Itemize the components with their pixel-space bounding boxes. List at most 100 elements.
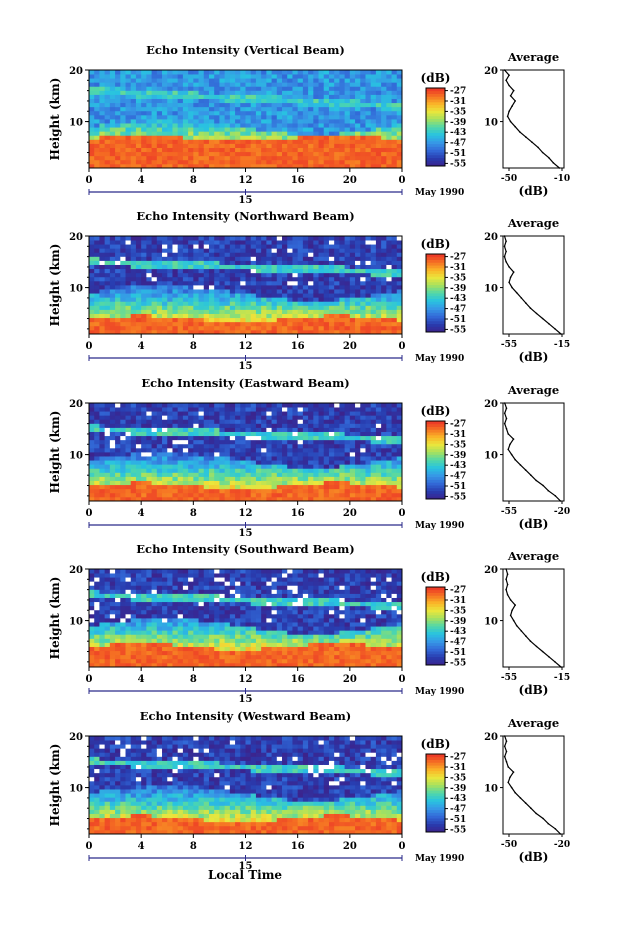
heatmap-cell	[396, 484, 403, 490]
heatmap-cell	[156, 70, 163, 75]
heatmap-cell	[386, 86, 392, 91]
heatmap-cell	[229, 435, 236, 441]
heatmap-cell	[151, 492, 158, 498]
heatmap-cell	[360, 248, 366, 253]
heatmap-cell	[370, 252, 377, 257]
colorbar-tick-label: -43	[450, 461, 466, 471]
heatmap-cell	[208, 159, 215, 165]
heatmap-cell	[245, 240, 252, 245]
heatmap-cell	[125, 135, 132, 140]
panel-4: Echo Intensity (Southward Beam)1020Heigh…	[48, 542, 570, 705]
heatmap-cell	[323, 90, 330, 95]
heatmap-cell	[375, 98, 382, 104]
heatmap-cell	[323, 403, 330, 408]
heatmap-cell	[235, 110, 241, 116]
heatmap-cell	[214, 276, 220, 282]
heatmap-cell	[94, 464, 100, 469]
heatmap-cell	[99, 662, 106, 668]
profile-point	[541, 317, 544, 320]
heatmap-cell	[120, 411, 126, 416]
heatmap-cell	[396, 94, 403, 99]
heatmap-cell	[115, 321, 121, 327]
heatmap-cell	[104, 297, 111, 302]
heatmap-cell	[120, 297, 126, 302]
heatmap-cell	[198, 411, 205, 416]
heatmap-cell	[99, 585, 106, 590]
heatmap-cell	[282, 419, 288, 424]
heatmap-cell	[99, 268, 106, 274]
heatmap-cell	[130, 131, 137, 136]
heatmap-cell	[355, 276, 361, 282]
heatmap-cell	[156, 411, 163, 416]
heatmap-cell	[381, 468, 387, 473]
heatmap-cell	[146, 431, 152, 437]
heatmap-cell	[146, 256, 152, 261]
heatmap-cell	[99, 74, 106, 79]
heatmap-cell	[308, 114, 314, 120]
heatmap-cell	[365, 305, 372, 310]
heatmap-cell	[318, 163, 325, 169]
heatmap-cell	[162, 139, 168, 144]
heatmap-cell	[261, 496, 267, 502]
heatmap-cell	[182, 427, 189, 432]
heatmap-cell	[89, 280, 95, 286]
heatmap-cell	[135, 415, 142, 420]
heatmap-cell	[245, 94, 252, 99]
heatmap-cell	[219, 155, 226, 161]
heatmap-cell	[302, 476, 309, 481]
heatmap-cell	[94, 472, 100, 477]
heatmap-cell	[355, 264, 361, 270]
heatmap-cell	[89, 415, 95, 420]
heatmap-cell	[193, 240, 199, 245]
heatmap-cell	[391, 123, 398, 128]
heatmap-cell	[381, 252, 387, 257]
heatmap-cell	[89, 114, 95, 120]
heatmap-cell	[313, 289, 319, 294]
heatmap-cell	[94, 317, 100, 323]
heatmap-cell	[245, 127, 252, 132]
heatmap-cell	[297, 135, 304, 140]
heatmap-cell	[115, 313, 121, 319]
heatmap-cell	[391, 252, 398, 257]
heatmap-cell	[151, 244, 158, 249]
heatmap-cell	[365, 260, 372, 265]
heatmap-cell	[235, 143, 241, 148]
heatmap-cell	[89, 609, 95, 615]
heatmap-cell	[229, 447, 236, 453]
heatmap-cell	[287, 240, 293, 245]
heatmap-cell	[89, 650, 95, 656]
heatmap-cell	[141, 321, 147, 327]
heatmap-cell	[151, 452, 158, 457]
heatmap-cell	[99, 488, 106, 494]
heatmap-cell	[349, 309, 356, 314]
heatmap-cell	[271, 143, 278, 148]
heatmap-cell	[282, 102, 288, 108]
heatmap-cell	[334, 472, 340, 477]
heatmap-cell	[302, 407, 309, 412]
heatmap-cell	[323, 163, 330, 169]
heatmap-cell	[271, 240, 278, 245]
heatmap-cell	[172, 472, 179, 477]
date-tick-label: 15	[239, 195, 253, 206]
heatmap-cell	[208, 403, 215, 408]
heatmap-cell	[99, 252, 106, 257]
heatmap-cell	[282, 460, 288, 465]
heatmap-cell	[365, 427, 372, 432]
heatmap-cell	[313, 131, 319, 136]
heatmap-cell	[334, 86, 340, 91]
heatmap-cell	[156, 480, 163, 486]
heatmap-cell	[344, 159, 351, 165]
heatmap-cell	[360, 163, 366, 169]
heatmap-cell	[261, 264, 267, 270]
heatmap-cell	[141, 240, 147, 245]
heatmap-cell	[125, 577, 132, 582]
heatmap-cell	[349, 496, 356, 502]
heatmap-cell	[104, 476, 111, 481]
heatmap-cell	[104, 123, 111, 128]
heatmap-cell	[198, 285, 205, 290]
heatmap-cell	[89, 272, 95, 278]
heatmap-cell	[349, 248, 356, 253]
heatmap-cell	[381, 456, 387, 461]
heatmap-cell	[99, 321, 106, 327]
heatmap-cell	[276, 236, 283, 241]
